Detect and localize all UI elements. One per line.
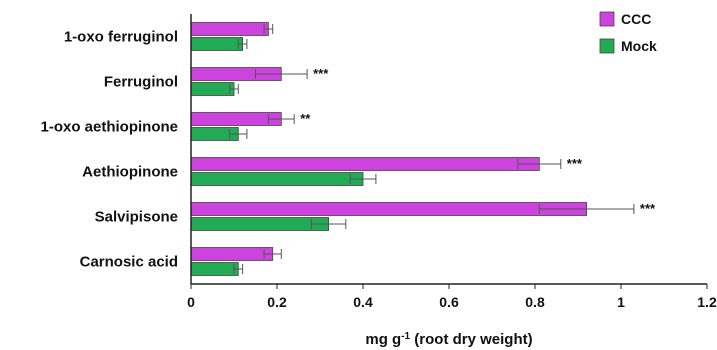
error-bar-ccc-ferruginol xyxy=(255,69,308,79)
error-bar-ccc-carnosic-acid xyxy=(263,249,282,259)
significance-1-oxo-aethiopinone: ** xyxy=(300,111,311,126)
error-bar-mock-1-oxo-aethiopinone xyxy=(229,129,248,139)
significance-aethiopinone: *** xyxy=(567,156,583,171)
x-tick-label: 1 xyxy=(617,294,625,310)
category-labels: 1-oxo ferruginol Ferruginol 1-oxo aethiopi… xyxy=(40,29,178,271)
bar-ccc-aethiopinone xyxy=(190,157,540,171)
bar-mock-salvipisone xyxy=(190,217,330,231)
x-axis-title: mg g-1 (root dry weight) xyxy=(365,331,532,349)
error-bar-ccc-aethiopinone xyxy=(517,159,562,169)
bar-ccc-1-oxo-ferruginol xyxy=(190,22,269,36)
category-label-ferruginol: Ferruginol xyxy=(104,74,178,91)
significance-layer: *********** xyxy=(300,66,656,216)
category-label-aethiopinone: Aethiopinone xyxy=(82,164,178,181)
bar-mock-carnosic-acid xyxy=(190,262,239,276)
x-tick-label: 0.6 xyxy=(439,294,459,310)
legend-label-mock: Mock xyxy=(621,38,657,54)
x-tick-labels: 0 0.2 0.4 0.6 0.8 1 1.2 xyxy=(187,284,717,310)
error-bar-mock-ferruginol xyxy=(229,84,239,94)
category-label-salvipisone: Salvipisone xyxy=(95,209,178,226)
axes xyxy=(190,14,707,285)
legend-swatch-ccc xyxy=(599,11,615,27)
error-bar-ccc-salvipisone xyxy=(538,204,635,214)
error-bar-mock-carnosic-acid xyxy=(233,264,244,274)
bars-layer xyxy=(190,22,588,276)
category-label-1-oxo-ferruginol: 1-oxo ferruginol xyxy=(64,29,178,46)
x-tick-label: 0 xyxy=(187,294,195,310)
legend-item-mock: Mock xyxy=(599,38,657,54)
error-bar-ccc-1-oxo-aethiopinone xyxy=(267,114,295,124)
bar-mock-ferruginol xyxy=(190,82,235,96)
legend-item-ccc: CCC xyxy=(599,11,651,27)
legend-label-ccc: CCC xyxy=(621,11,651,27)
bar-ccc-carnosic-acid xyxy=(190,247,274,261)
bar-mock-1-oxo-ferruginol xyxy=(190,37,243,51)
error-bar-ccc-1-oxo-ferruginol xyxy=(263,24,274,34)
category-label-carnosic-acid: Carnosic acid xyxy=(80,254,178,271)
bar-ccc-1-oxo-aethiopinone xyxy=(190,112,282,126)
legend-swatch-mock xyxy=(599,38,615,54)
category-label-1-oxo-aethiopinone: 1-oxo aethiopinone xyxy=(40,119,178,136)
x-tick-label: 0.4 xyxy=(353,294,373,310)
x-tick-label: 1.2 xyxy=(697,294,717,310)
legend: CCC Mock xyxy=(599,11,657,54)
bar-mock-aethiopinone xyxy=(190,172,364,186)
significance-ferruginol: *** xyxy=(313,66,329,81)
error-bars-layer xyxy=(229,24,635,274)
error-bar-mock-1-oxo-ferruginol xyxy=(237,39,248,49)
bar-ccc-salvipisone xyxy=(190,202,588,216)
significance-salvipisone: *** xyxy=(640,201,656,216)
x-tick-label: 0.8 xyxy=(525,294,545,310)
x-tick-label: 0.2 xyxy=(267,294,287,310)
error-bar-mock-salvipisone xyxy=(310,219,347,229)
error-bar-mock-aethiopinone xyxy=(349,174,377,184)
